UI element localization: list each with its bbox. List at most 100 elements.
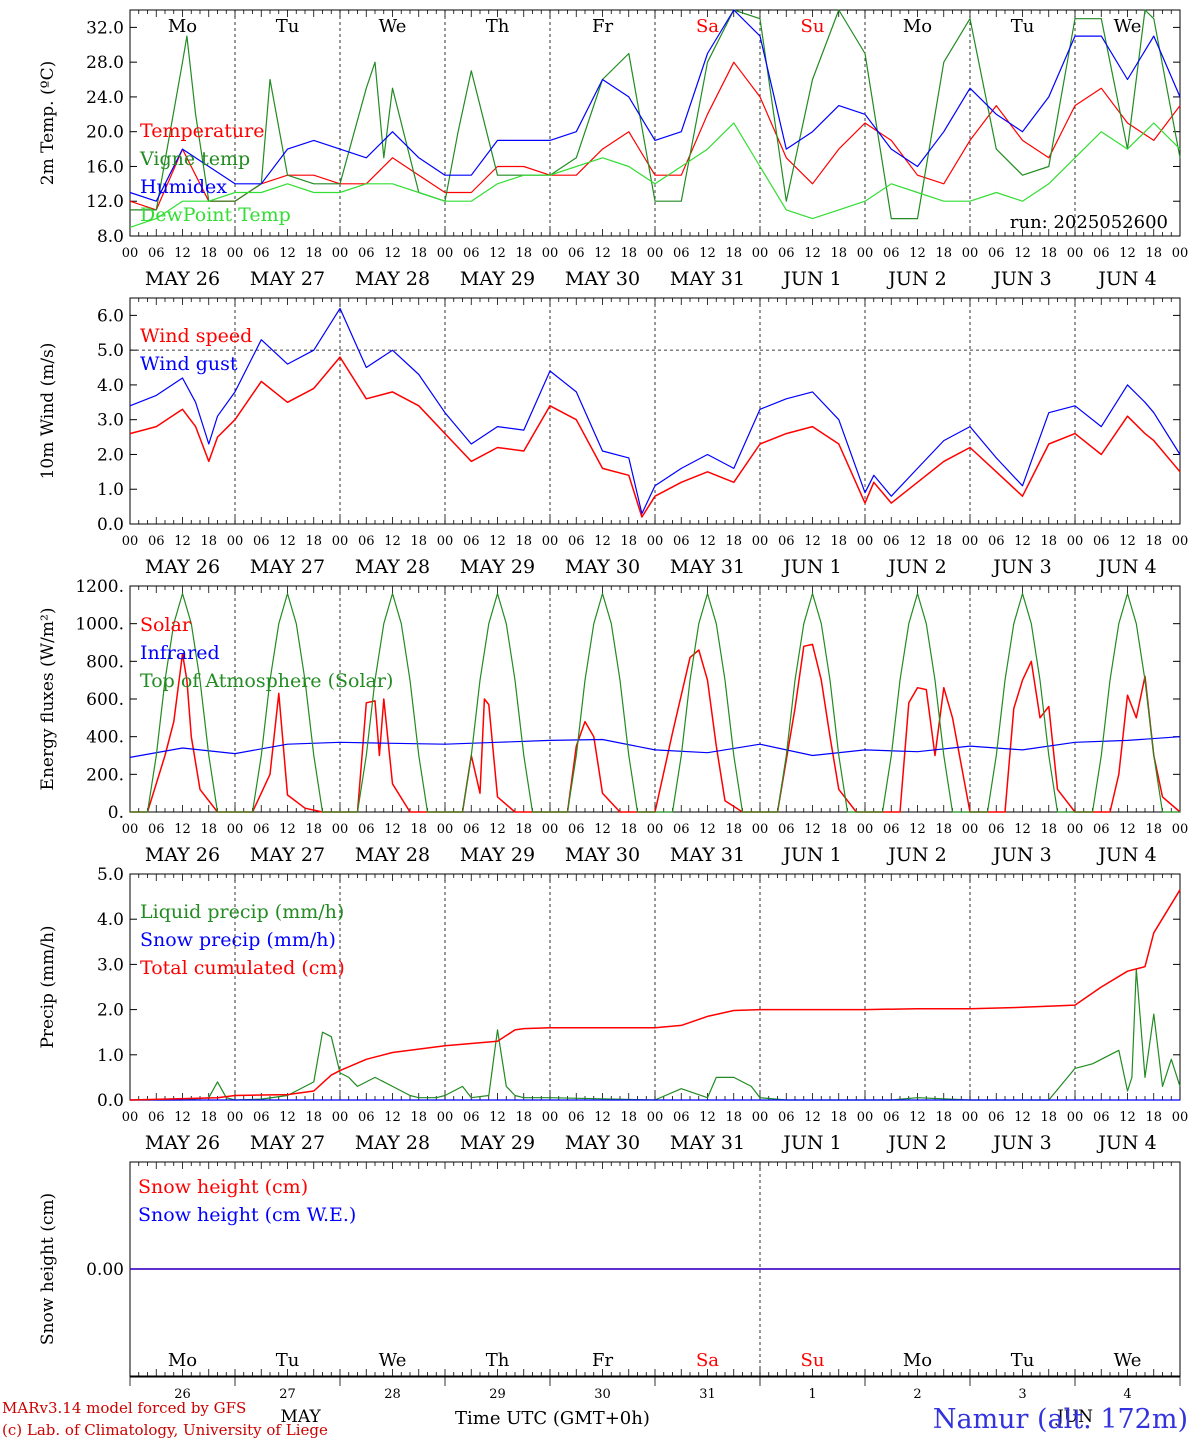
hour-label: 00	[227, 246, 244, 261]
hour-label: 00	[227, 822, 244, 837]
hour-label: 12	[909, 822, 926, 837]
month-label: MAY	[281, 1407, 322, 1427]
y-axis-label: 2m Temp. (ºC)	[38, 61, 58, 186]
hour-label: 12	[699, 534, 716, 549]
hour-label: 18	[200, 534, 217, 549]
hour-label: 18	[200, 1110, 217, 1125]
hour-label: 18	[935, 246, 952, 261]
hour-label: 12	[594, 1110, 611, 1125]
date-label: MAY 26	[145, 268, 220, 290]
legend-entry: Solar	[140, 614, 192, 636]
date-label: JUN 1	[781, 844, 841, 866]
hour-label: 18	[410, 1110, 427, 1125]
hour-label: 00	[752, 246, 769, 261]
date-label: MAY 30	[565, 1132, 640, 1154]
hour-label: 00	[122, 246, 139, 261]
hour-label: 06	[673, 822, 690, 837]
date-label: JUN 3	[991, 556, 1051, 578]
hour-label: 06	[1093, 1110, 1110, 1125]
hour-label: 00	[962, 246, 979, 261]
day-number: 3	[1018, 1387, 1026, 1402]
date-label: JUN 2	[886, 1132, 946, 1154]
y-tick-label: 28.0	[86, 53, 124, 73]
hour-label: 12	[1014, 246, 1031, 261]
hour-label: 06	[253, 1110, 270, 1125]
day-number: 26	[174, 1387, 191, 1402]
y-tick-label: 0.0	[97, 1091, 124, 1111]
hour-label: 18	[200, 246, 217, 261]
day-label: Mo	[168, 16, 197, 37]
hour-label: 00	[332, 822, 349, 837]
hour-label: 00	[1172, 1110, 1189, 1125]
day-number: 2	[913, 1387, 921, 1402]
hour-label: 06	[778, 534, 795, 549]
day-label: We	[1114, 16, 1142, 37]
day-number: 30	[594, 1387, 611, 1402]
hour-label: 12	[384, 246, 401, 261]
day-label: Sa	[696, 16, 719, 37]
credits-line-2: (c) Lab. of Climatology, University of L…	[2, 1421, 328, 1439]
y-axis-label: 10m Wind (m/s)	[38, 343, 58, 480]
hour-label: 18	[305, 822, 322, 837]
hour-label: 06	[148, 246, 165, 261]
hour-label: 18	[515, 246, 532, 261]
hour-label: 12	[174, 1110, 191, 1125]
date-label: MAY 28	[355, 556, 430, 578]
date-label: JUN 3	[991, 844, 1051, 866]
hour-label: 00	[437, 246, 454, 261]
hour-label: 00	[122, 822, 139, 837]
series-line-red	[130, 643, 1181, 813]
hour-label: 06	[358, 246, 375, 261]
legend-entry: Top of Atmosphere (Solar)	[140, 670, 393, 692]
hour-label: 00	[542, 822, 559, 837]
hour-label: 00	[227, 534, 244, 549]
hour-label: 00	[1067, 534, 1084, 549]
hour-label: 00	[857, 822, 874, 837]
hour-label: 12	[909, 1110, 926, 1125]
hour-label: 18	[515, 534, 532, 549]
date-label: JUN 2	[886, 556, 946, 578]
hour-label: 12	[909, 534, 926, 549]
hour-label: 18	[725, 822, 742, 837]
hour-label: 06	[253, 822, 270, 837]
y-tick-label: 200.	[86, 765, 124, 785]
y-tick-label: 2.0	[97, 1001, 124, 1021]
panel-1: 8.0 12.0 16.0 20.0 24.0 28.0 32.0 2m Temp. (ºC)…	[38, 9, 1188, 290]
hour-label: 12	[699, 1110, 716, 1125]
hour-label: 18	[935, 1110, 952, 1125]
hour-label: 06	[358, 534, 375, 549]
panel-4: 0.0 1.0 2.0 3.0 4.0 5.0 Precip (mm/h) 00 06 12 18 0…	[38, 865, 1188, 1154]
date-label: MAY 29	[460, 1132, 535, 1154]
hour-label: 00	[962, 534, 979, 549]
date-label: MAY 31	[670, 844, 745, 866]
series-line-lightgreen	[129, 122, 1181, 228]
hour-label: 06	[988, 1110, 1005, 1125]
hour-label: 00	[857, 534, 874, 549]
hour-label: 12	[1119, 534, 1136, 549]
month-label: JUN	[1055, 1407, 1093, 1427]
hour-label: 00	[332, 246, 349, 261]
hour-label: 06	[148, 1110, 165, 1125]
hour-label: 18	[200, 822, 217, 837]
hour-label: 12	[1119, 822, 1136, 837]
hour-label: 00	[857, 246, 874, 261]
time-axis-label: Time UTC (GMT+0h)	[455, 1408, 650, 1429]
hour-label: 00	[752, 1110, 769, 1125]
y-tick-label: 3.0	[97, 955, 124, 975]
hour-label: 00	[437, 822, 454, 837]
hour-label: 00	[227, 1110, 244, 1125]
date-label: MAY 27	[250, 844, 325, 866]
hour-label: 06	[568, 246, 585, 261]
legend-entry: Wind speed	[140, 325, 252, 347]
hour-label: 18	[1040, 822, 1057, 837]
date-label: MAY 28	[355, 268, 430, 290]
y-tick-label: 0.	[108, 803, 124, 823]
hour-label: 06	[358, 1110, 375, 1125]
date-label: JUN 4	[1096, 556, 1156, 578]
y-tick-label: 800.	[86, 652, 124, 672]
hour-label: 00	[542, 1110, 559, 1125]
day-label: Tu	[1011, 1350, 1035, 1371]
date-label: JUN 3	[991, 1132, 1051, 1154]
hour-label: 00	[1067, 822, 1084, 837]
hour-label: 06	[988, 822, 1005, 837]
